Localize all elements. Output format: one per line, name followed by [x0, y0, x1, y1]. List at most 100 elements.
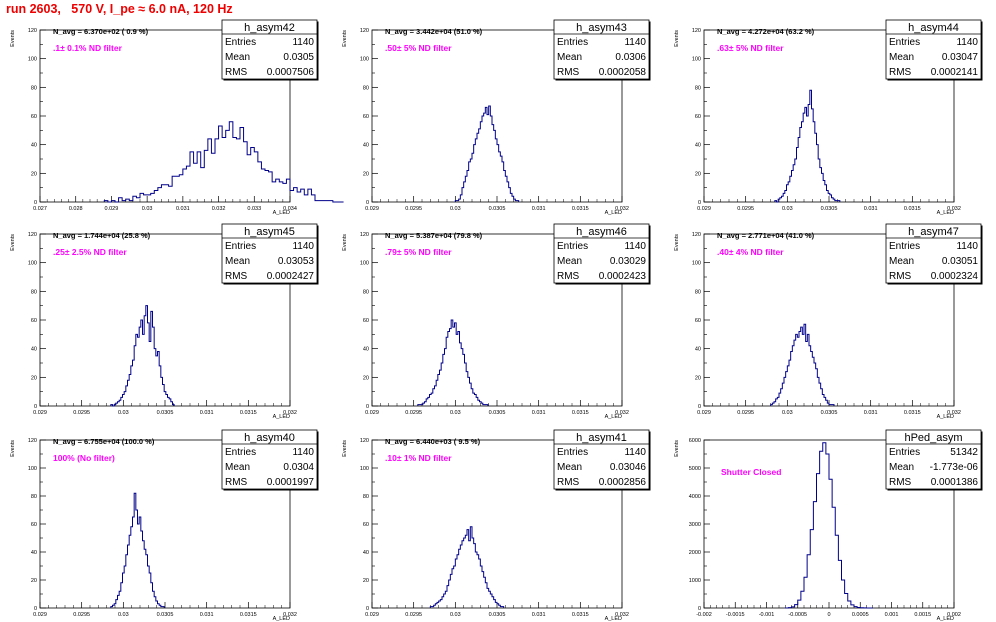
- x-tick-label: 0.0295: [73, 612, 90, 618]
- histogram-name: h_asym40: [244, 432, 295, 444]
- stat-entries-value: 1140: [624, 447, 646, 458]
- y-tick-label: 3000: [689, 522, 701, 528]
- x-tick-label: 0.032: [947, 410, 961, 416]
- x-tick-label: 0.032: [615, 206, 629, 212]
- y-axis-label: Events: [10, 30, 16, 47]
- x-tick-label: 0.0315: [572, 410, 589, 416]
- y-tick-label: 80: [363, 85, 369, 91]
- y-tick-label: 100: [360, 57, 369, 63]
- y-axis-label: Events: [10, 440, 16, 457]
- y-axis-label: Events: [10, 234, 16, 251]
- y-tick-label: 0: [698, 404, 701, 410]
- filter-annotation: .63± 5% ND filter: [717, 43, 784, 53]
- n-avg-label: N_avg = 5.387e+04 (79.8 %): [385, 231, 483, 240]
- histogram-series: [103, 121, 344, 203]
- x-tick-label: 0.029: [365, 612, 379, 618]
- y-tick-label: 120: [360, 232, 369, 238]
- x-axis-label: A_LED: [273, 414, 290, 420]
- stat-entries-label: Entries: [225, 241, 256, 252]
- x-tick-label: 0.03: [118, 612, 129, 618]
- stats-box: [885, 19, 982, 80]
- x-tick-label: 0.031: [864, 206, 878, 212]
- y-tick-label: 40: [695, 143, 701, 149]
- histogram-series: [429, 526, 505, 608]
- x-tick-label: 0.029: [33, 612, 47, 618]
- y-tick-label: 40: [31, 347, 37, 353]
- stat-mean-label: Mean: [225, 462, 250, 473]
- y-tick-label: 40: [363, 550, 369, 556]
- stat-rms-value: 0.0007506: [267, 67, 315, 78]
- stat-mean-value: 0.03051: [942, 256, 979, 267]
- x-tick-label: 0.03: [142, 206, 153, 212]
- y-axis-label: Events: [674, 440, 680, 457]
- x-tick-label: 0.03: [118, 410, 129, 416]
- x-tick-label: 0.031: [532, 206, 546, 212]
- stat-rms-label: RMS: [225, 271, 248, 282]
- filter-annotation: .1± 0.1% ND filter: [53, 43, 123, 53]
- y-axis-label: Events: [342, 440, 348, 457]
- y-tick-label: 80: [363, 494, 369, 500]
- stat-mean-label: Mean: [225, 256, 250, 267]
- y-tick-label: 40: [363, 143, 369, 149]
- stat-entries-label: Entries: [889, 447, 920, 458]
- x-tick-label: 0.029: [33, 410, 47, 416]
- y-tick-label: 20: [363, 375, 369, 381]
- y-tick-label: 0: [698, 200, 701, 206]
- stats-box: [221, 429, 318, 490]
- histogram-panel-1: 0 20 40 60 80 100 120 0.027 0.028 0.029 0.03 0.031 0…: [10, 19, 344, 216]
- stat-rms-value: 0.0002141: [931, 67, 979, 78]
- y-tick-label: 100: [28, 261, 37, 267]
- stat-rms-label: RMS: [889, 477, 912, 488]
- x-tick-label: -0.0015: [726, 612, 745, 618]
- y-tick-label: 80: [31, 494, 37, 500]
- histogram-panel-2: 0 20 40 60 80 100 120 0.029 0.0295 0.03 0.0305 0.03…: [342, 19, 651, 216]
- y-tick-label: 80: [31, 85, 37, 91]
- x-tick-label: 0.031: [200, 410, 214, 416]
- stat-entries-label: Entries: [557, 241, 588, 252]
- y-tick-label: 60: [363, 318, 369, 324]
- x-tick-label: 0.0305: [489, 410, 506, 416]
- stat-mean-value: 0.03046: [610, 462, 647, 473]
- y-tick-label: 80: [695, 85, 701, 91]
- y-tick-label: 60: [363, 114, 369, 120]
- x-tick-label: 0.032: [947, 206, 961, 212]
- x-tick-label: 0.0305: [489, 612, 506, 618]
- stat-entries-value: 1140: [292, 241, 314, 252]
- histogram-name: h_asym47: [908, 226, 959, 238]
- y-tick-label: 80: [31, 289, 37, 295]
- x-tick-label: 0.031: [532, 612, 546, 618]
- stat-rms-label: RMS: [889, 67, 912, 78]
- stat-rms-value: 0.0001997: [267, 477, 315, 488]
- y-tick-label: 60: [31, 114, 37, 120]
- x-tick-label: 0.0315: [904, 206, 921, 212]
- x-tick-label: 0.0305: [157, 612, 174, 618]
- x-tick-label: 0.0295: [737, 206, 754, 212]
- x-tick-label: -0.001: [759, 612, 775, 618]
- histogram-name: h_asym46: [576, 226, 627, 238]
- stat-mean-value: 0.0304: [283, 462, 314, 473]
- y-tick-label: 60: [31, 522, 37, 528]
- histogram-panel-5: 0 20 40 60 80 100 120 0.029 0.0295 0.03 0.0305 0.03…: [342, 223, 651, 420]
- x-tick-label: 0.0305: [157, 410, 174, 416]
- stat-mean-label: Mean: [889, 256, 914, 267]
- y-tick-label: 100: [28, 57, 37, 63]
- stat-entries-value: 1140: [956, 241, 978, 252]
- stat-entries-value: 51342: [950, 447, 978, 458]
- x-tick-label: 0.032: [615, 410, 629, 416]
- stat-rms-value: 0.0002427: [267, 271, 315, 282]
- stat-rms-value: 0.0002856: [599, 477, 647, 488]
- x-tick-label: 0.029: [697, 206, 711, 212]
- stat-rms-value: 0.0001386: [931, 477, 979, 488]
- filter-annotation: .25± 2.5% ND filter: [53, 247, 127, 257]
- x-tick-label: 0.0295: [405, 612, 422, 618]
- histogram-name: hPed_asym: [904, 432, 962, 444]
- page-title: run 2603, 570 V, I_pe ≈ 6.0 nA, 120 Hz: [6, 2, 233, 16]
- y-tick-label: 40: [31, 143, 37, 149]
- stat-mean-label: Mean: [225, 52, 250, 63]
- stat-entries-value: 1140: [292, 447, 314, 458]
- y-tick-label: 6000: [689, 438, 701, 444]
- stats-box: [885, 429, 982, 490]
- y-tick-label: 120: [692, 28, 701, 34]
- stats-box: [885, 223, 982, 284]
- y-tick-label: 20: [31, 578, 37, 584]
